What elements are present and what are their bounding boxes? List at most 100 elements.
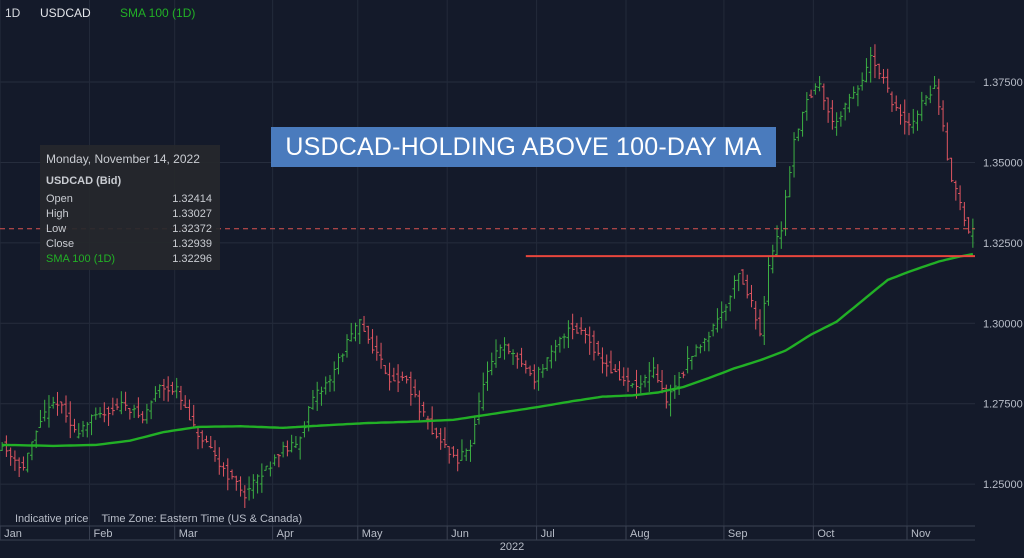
symbol-label[interactable]: USDCAD bbox=[40, 6, 91, 20]
ohlc-bar bbox=[438, 428, 443, 450]
ohlc-bar bbox=[523, 360, 528, 374]
ohlc-bar bbox=[468, 439, 473, 462]
ohlc-bar bbox=[459, 439, 464, 461]
ohlc-bar bbox=[962, 201, 967, 227]
ohlc-bar bbox=[792, 132, 797, 178]
ohlc-bar bbox=[434, 427, 439, 439]
ohlc-bar bbox=[366, 325, 371, 344]
ohlc-bar bbox=[76, 423, 81, 439]
ohlc-bar bbox=[225, 458, 230, 491]
x-tick-label: Oct bbox=[817, 528, 834, 540]
ohlc-bar bbox=[119, 391, 124, 415]
ohlc-bar bbox=[826, 97, 831, 123]
info-row-close: Close 1.32939 bbox=[46, 238, 212, 252]
ohlc-bar bbox=[787, 166, 792, 198]
ohlc-bar bbox=[583, 327, 588, 344]
ohlc-bar bbox=[630, 383, 635, 388]
ohlc-bar bbox=[404, 375, 409, 384]
ohlc-bar bbox=[919, 91, 924, 122]
ohlc-bar bbox=[574, 322, 579, 334]
info-row-open: Open 1.32414 bbox=[46, 193, 212, 207]
x-tick-label: Aug bbox=[630, 528, 650, 540]
ohlc-bar bbox=[545, 357, 550, 371]
ohlc-bar bbox=[536, 366, 541, 391]
ohlc-bar bbox=[647, 361, 652, 392]
ohlc-bar bbox=[183, 395, 188, 408]
ohlc-bar bbox=[170, 381, 175, 395]
ohlc-bar bbox=[89, 414, 94, 436]
headline-banner: USDCAD-HOLDING ABOVE 100-DAY MA bbox=[271, 127, 776, 167]
x-tick-label: Mar bbox=[179, 528, 198, 540]
ohlc-bar bbox=[349, 322, 354, 342]
indicative-price-note: Indicative price bbox=[15, 513, 89, 525]
ohlc-bar bbox=[608, 350, 613, 374]
ohlc-bar bbox=[711, 323, 716, 337]
ohlc-bar bbox=[242, 485, 247, 508]
ohlc-bar bbox=[966, 217, 971, 234]
ohlc-bar bbox=[613, 364, 618, 373]
info-instrument: USDCAD (Bid) bbox=[46, 175, 122, 187]
ohlc-bar bbox=[796, 128, 801, 142]
ohlc-bar bbox=[889, 91, 894, 112]
ohlc-bar bbox=[847, 93, 852, 113]
ohlc-bar bbox=[272, 454, 277, 466]
ohlc-bar bbox=[660, 370, 665, 394]
ohlc-bar bbox=[587, 326, 592, 355]
ohlc-bar bbox=[255, 474, 260, 494]
ohlc-bar bbox=[234, 475, 239, 491]
info-value: 1.33027 bbox=[172, 208, 212, 220]
ohlc-bar bbox=[562, 333, 567, 349]
x-tick-label: May bbox=[362, 528, 383, 540]
info-date: Monday, November 14, 2022 bbox=[46, 152, 200, 166]
ohlc-bar bbox=[757, 309, 762, 337]
ohlc-bar bbox=[838, 111, 843, 127]
ohlc-bar bbox=[425, 415, 430, 430]
indicator-legend[interactable]: SMA 100 (1D) bbox=[120, 6, 196, 20]
timezone-note: Time Zone: Eastern Time (US & Canada) bbox=[101, 513, 303, 525]
ohlc-bar bbox=[706, 331, 711, 352]
ohlc-bar bbox=[681, 371, 686, 379]
ohlc-bar bbox=[115, 398, 120, 411]
y-tick-label: 1.35000 bbox=[983, 157, 1023, 169]
ohlc-bar bbox=[174, 377, 179, 399]
ohlc-bar bbox=[770, 244, 775, 274]
ohlc-bar bbox=[247, 476, 252, 501]
ohlc-bar bbox=[230, 469, 235, 480]
ohlc-bar bbox=[719, 301, 724, 329]
interval-label[interactable]: 1D bbox=[5, 6, 21, 20]
ohlc-bar bbox=[149, 400, 154, 420]
ohlc-bar bbox=[638, 375, 643, 394]
ohlc-bar bbox=[217, 447, 222, 475]
ohlc-bar bbox=[93, 407, 98, 420]
ohlc-bar bbox=[813, 83, 818, 95]
ohlc-bar bbox=[911, 108, 916, 134]
ohlc-bar bbox=[685, 346, 690, 374]
info-row-low: Low 1.32372 bbox=[46, 223, 212, 237]
ohlc-bar bbox=[600, 347, 605, 374]
ohlc-bar bbox=[195, 426, 200, 450]
ohlc-bar bbox=[655, 364, 660, 383]
ohlc-bar bbox=[809, 89, 814, 99]
ohlc-bar bbox=[881, 69, 886, 84]
ohlc-bar bbox=[902, 99, 907, 135]
ohlc-bar bbox=[153, 386, 158, 402]
ohlc-bar bbox=[55, 391, 60, 416]
x-tick-label: Nov bbox=[911, 528, 931, 540]
ohlc-bar bbox=[413, 379, 418, 398]
ohlc-bar bbox=[259, 463, 264, 493]
ohlc-bar bbox=[958, 185, 963, 211]
chart-footer: Indicative price Time Zone: Eastern Time… bbox=[15, 513, 302, 525]
ohlc-bar bbox=[864, 58, 869, 83]
ohlc-bar bbox=[855, 85, 860, 107]
ohlc-bar bbox=[749, 284, 754, 308]
ohlc-bar bbox=[915, 110, 920, 131]
ohlc-bar bbox=[136, 397, 141, 419]
ohlc-bar bbox=[400, 371, 405, 381]
ohlc-bar bbox=[213, 440, 218, 462]
ohlc-bar bbox=[68, 401, 73, 439]
ohlc-bar bbox=[498, 344, 503, 359]
ohlc-bar bbox=[357, 318, 362, 345]
y-tick-label: 1.27500 bbox=[983, 399, 1023, 411]
